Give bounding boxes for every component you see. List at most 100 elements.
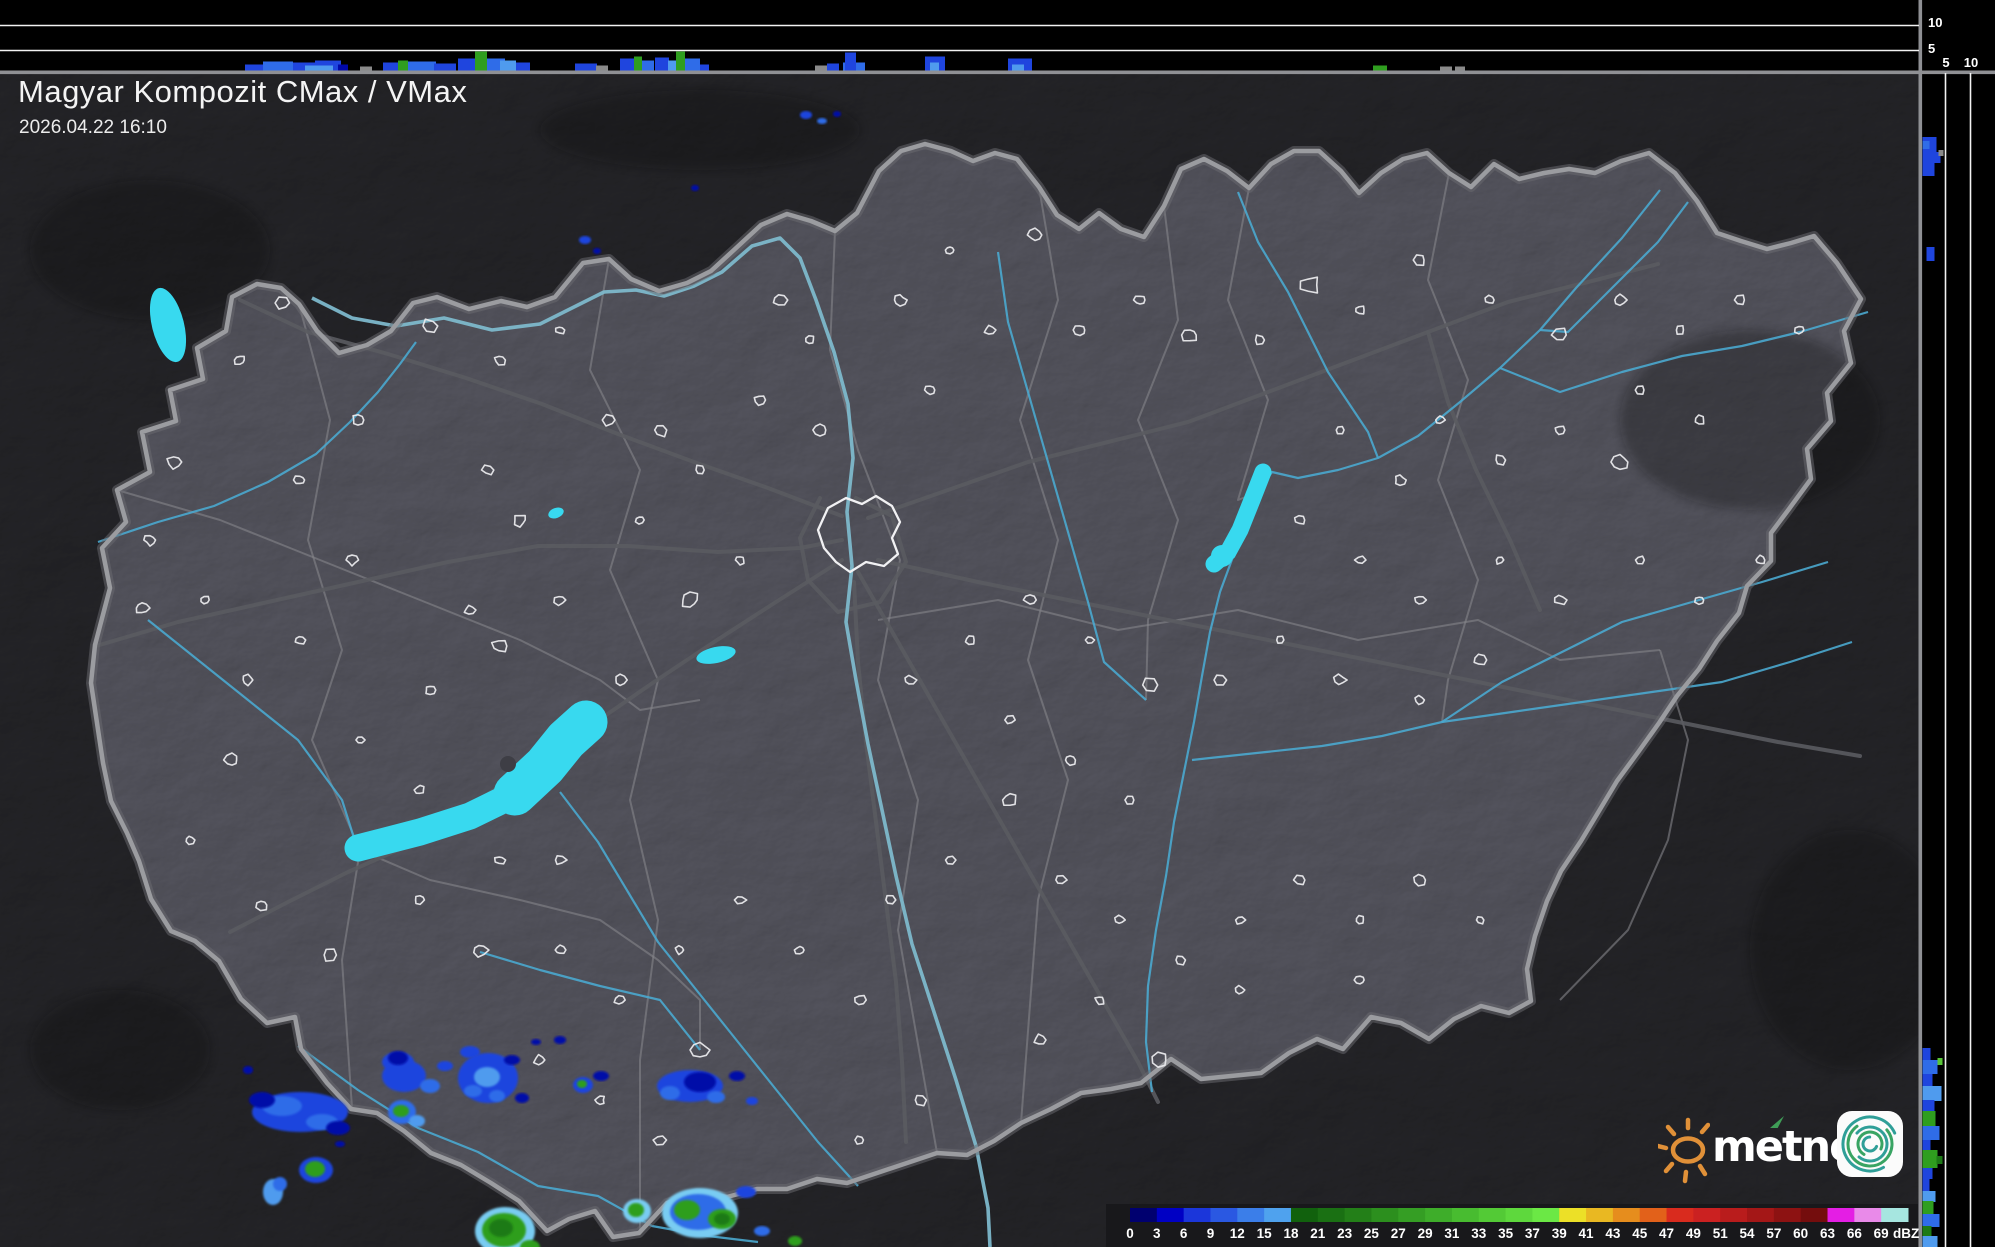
town-outline — [1124, 795, 1135, 805]
terrain-shadow — [30, 990, 210, 1110]
profile-echo — [1922, 1150, 1938, 1168]
town-outline — [1180, 329, 1198, 342]
town-outline — [1614, 293, 1628, 307]
town-outline — [904, 674, 918, 685]
legend-color-step — [1773, 1208, 1802, 1222]
town-outline — [944, 855, 957, 865]
legend-color-step — [1693, 1208, 1721, 1222]
town-outline — [1293, 514, 1306, 525]
town-outline — [1213, 674, 1228, 686]
town-outline — [413, 784, 425, 795]
profile-echo — [338, 64, 348, 71]
radar-echo — [817, 118, 827, 124]
town-outline — [493, 856, 507, 865]
profile-echo — [458, 58, 476, 71]
town-outline — [1413, 873, 1427, 887]
profile-echo — [1936, 1156, 1943, 1164]
profile-echo — [668, 60, 676, 71]
county-border — [116, 489, 701, 711]
town-outline — [1234, 984, 1246, 995]
town-outline — [493, 355, 507, 366]
town-outline — [1634, 555, 1646, 565]
profile-echo — [634, 56, 642, 71]
town-outline — [1353, 555, 1367, 565]
legend-color-step — [1130, 1208, 1158, 1222]
radar-echo — [460, 1046, 480, 1058]
town-outline — [1610, 453, 1629, 471]
radar-echo — [515, 1093, 529, 1103]
river-line — [97, 341, 417, 544]
town-outline — [1113, 914, 1127, 925]
profile-echo — [596, 65, 608, 71]
profile-echo — [642, 60, 654, 71]
profile-echo — [360, 66, 372, 71]
profile-echo — [1922, 1100, 1935, 1111]
legend-color-step — [1317, 1208, 1346, 1222]
town-outline — [1733, 294, 1746, 306]
county-border — [1019, 186, 1069, 1124]
town-outline — [1094, 996, 1105, 1006]
terrain-outside-shade — [0, 73, 1919, 1247]
town-outline — [1434, 415, 1447, 425]
town-outline — [681, 591, 699, 608]
profile-echo — [1440, 66, 1452, 71]
road-line — [238, 298, 844, 518]
profile-echo — [1922, 1086, 1942, 1101]
town-outline — [554, 855, 568, 866]
town-outline — [1495, 556, 1505, 565]
town-outline — [1151, 1051, 1167, 1068]
road-line — [852, 580, 908, 1144]
lake-ferto — [149, 287, 187, 363]
radar-echo — [489, 1090, 505, 1102]
town-outline — [1332, 673, 1348, 686]
top-profile-strip — [0, 0, 1995, 73]
radar-echo — [489, 1219, 513, 1237]
town-outline — [255, 900, 268, 912]
legend-color-step — [1451, 1208, 1480, 1222]
town-outline — [222, 752, 238, 766]
town-outline — [513, 514, 527, 528]
legend-color-step — [1827, 1208, 1855, 1222]
profile-echo — [620, 58, 636, 71]
town-outline — [422, 318, 439, 334]
radar-echo — [628, 1203, 644, 1217]
town-outline — [1132, 295, 1146, 305]
town-outline — [613, 994, 626, 1005]
legend-color-step — [1612, 1208, 1641, 1222]
river-line — [1236, 191, 1380, 459]
town-outline — [652, 1135, 668, 1146]
radar-echo — [382, 1060, 426, 1092]
county-border — [1137, 205, 1179, 701]
town-outline — [1072, 325, 1086, 337]
profile-echo — [1922, 1060, 1938, 1074]
profile-echo — [408, 61, 436, 71]
radar-echo — [660, 1086, 680, 1100]
legend-color-step — [1505, 1208, 1533, 1222]
town-outline — [1275, 635, 1285, 644]
radar-echo — [736, 1186, 756, 1198]
radar-echo — [593, 1071, 609, 1081]
town-outline — [463, 604, 477, 615]
legend-color-step — [1532, 1208, 1560, 1222]
legend-color-step — [1586, 1208, 1614, 1222]
town-outline — [734, 556, 745, 566]
town-outline — [292, 475, 306, 485]
radar-echo — [579, 236, 591, 244]
legend-color-step — [1478, 1208, 1507, 1222]
road-line — [856, 570, 1160, 1104]
map-right-separator — [1918, 0, 1923, 1247]
radar-echo — [746, 1097, 758, 1105]
town-outline — [185, 835, 196, 846]
town-outline — [793, 945, 805, 955]
legend-color-step — [1854, 1208, 1882, 1222]
town-outline — [1634, 385, 1645, 396]
radar-echo — [388, 1051, 408, 1065]
profile-echo — [1937, 1058, 1943, 1065]
radar-echo — [833, 111, 841, 117]
legend-color-step — [1264, 1208, 1292, 1222]
county-border — [1559, 649, 1689, 1001]
tihany-peninsula — [500, 756, 516, 772]
county-border — [298, 303, 361, 1109]
radar-echo — [577, 1080, 587, 1088]
